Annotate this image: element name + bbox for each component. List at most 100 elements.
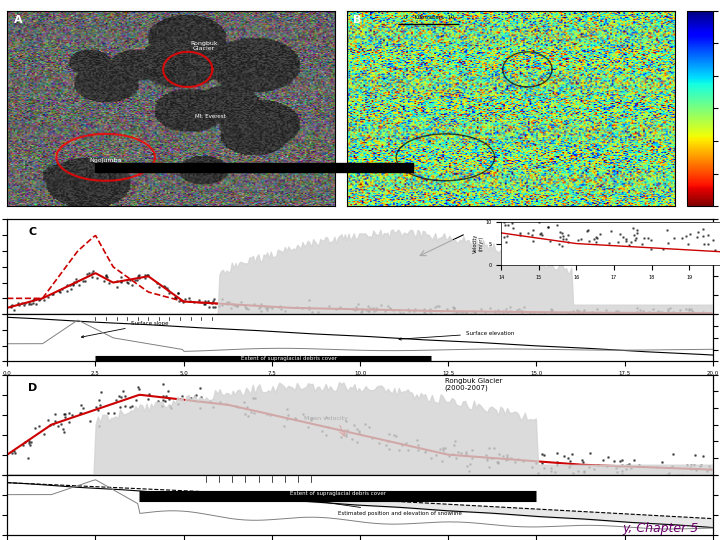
- Point: [665, 310, 677, 319]
- Point: [662, 307, 674, 315]
- Point: [55, 285, 67, 293]
- Point: [57, 425, 68, 434]
- Point: [302, 422, 314, 431]
- Point: [241, 403, 253, 411]
- Point: [539, 309, 550, 318]
- Point: [702, 240, 714, 249]
- Point: [504, 307, 516, 315]
- Point: [6, 301, 18, 309]
- Point: [526, 231, 538, 239]
- Point: [500, 238, 512, 246]
- Point: [19, 438, 30, 447]
- Point: [672, 310, 684, 319]
- Point: [53, 422, 64, 430]
- Point: [320, 413, 332, 421]
- Point: [19, 299, 31, 307]
- Text: Mt. Everest: Mt. Everest: [195, 114, 226, 119]
- Point: [90, 403, 102, 411]
- Point: [363, 306, 374, 315]
- Point: [554, 239, 565, 248]
- Text: Extent of supraglacial debris cover: Extent of supraglacial debris cover: [290, 491, 386, 496]
- Point: [63, 417, 74, 426]
- Point: [24, 438, 35, 447]
- Point: [231, 302, 243, 310]
- Point: [28, 295, 40, 303]
- Point: [528, 310, 540, 319]
- Point: [132, 272, 143, 281]
- Point: [509, 457, 521, 466]
- Point: [683, 305, 694, 313]
- Point: [645, 235, 657, 244]
- Point: [602, 453, 613, 461]
- Point: [634, 309, 645, 318]
- Point: [306, 307, 318, 316]
- Point: [351, 305, 362, 314]
- Point: [312, 308, 323, 316]
- Point: [586, 307, 598, 316]
- Point: [230, 300, 241, 309]
- Point: [616, 461, 628, 470]
- Point: [375, 300, 387, 309]
- Point: [260, 303, 271, 312]
- Point: [578, 468, 590, 476]
- Point: [240, 303, 252, 312]
- Point: [564, 461, 575, 470]
- Text: Surface slope: Surface slope: [81, 321, 168, 338]
- Point: [657, 308, 668, 316]
- Point: [282, 410, 294, 419]
- Point: [33, 295, 45, 304]
- Point: [557, 234, 569, 243]
- Point: [567, 450, 578, 458]
- Point: [370, 305, 382, 314]
- Point: [68, 281, 79, 289]
- Point: [383, 444, 395, 453]
- Point: [552, 457, 563, 466]
- Point: [354, 428, 365, 437]
- Point: [642, 234, 654, 242]
- Point: [66, 410, 78, 419]
- Point: [562, 454, 574, 462]
- Point: [24, 437, 35, 445]
- Point: [460, 448, 472, 456]
- Point: [569, 310, 580, 319]
- Point: [434, 445, 446, 454]
- Point: [631, 308, 643, 316]
- Point: [613, 310, 625, 319]
- Point: [636, 240, 648, 248]
- Point: [177, 298, 189, 306]
- Point: [503, 221, 514, 230]
- Point: [562, 238, 574, 246]
- Point: [513, 305, 525, 314]
- Point: [240, 303, 251, 312]
- Point: [362, 301, 374, 310]
- Point: [516, 306, 527, 315]
- Point: [625, 463, 636, 472]
- Point: [498, 218, 510, 227]
- Point: [112, 277, 123, 286]
- Point: [235, 298, 246, 306]
- Point: [497, 452, 508, 461]
- Point: [577, 455, 588, 464]
- Point: [420, 447, 431, 456]
- Point: [654, 308, 665, 316]
- Point: [533, 469, 544, 478]
- Point: [512, 455, 523, 464]
- Point: [388, 430, 400, 439]
- Point: [410, 436, 422, 445]
- Point: [698, 240, 710, 248]
- Point: [546, 306, 558, 315]
- Point: [42, 293, 54, 302]
- Point: [603, 239, 614, 247]
- Point: [469, 307, 481, 316]
- Point: [253, 303, 265, 312]
- Point: [303, 302, 315, 311]
- Point: [402, 305, 414, 314]
- Point: [705, 470, 716, 479]
- Point: [37, 296, 49, 305]
- Point: [546, 464, 557, 472]
- Point: [290, 414, 302, 423]
- Point: [623, 460, 634, 469]
- Point: [214, 301, 225, 310]
- Point: [304, 296, 315, 305]
- Point: [27, 296, 39, 305]
